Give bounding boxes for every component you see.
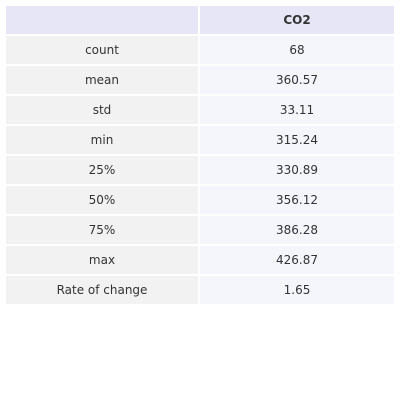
- row-value: 426.87: [200, 246, 394, 276]
- row-label: Rate of change: [6, 276, 200, 306]
- header-row: CO2: [6, 6, 394, 36]
- row-value: 356.12: [200, 186, 394, 216]
- table-row: min 315.24: [6, 126, 394, 156]
- column-header-co2: CO2: [200, 6, 394, 36]
- row-label: std: [6, 96, 200, 126]
- corner-header-cell: [6, 6, 200, 36]
- table-row: Rate of change 1.65: [6, 276, 394, 306]
- row-value: 360.57: [200, 66, 394, 96]
- table-row: mean 360.57: [6, 66, 394, 96]
- row-label: 75%: [6, 216, 200, 246]
- row-value: 330.89: [200, 156, 394, 186]
- table-row: std 33.11: [6, 96, 394, 126]
- row-label: max: [6, 246, 200, 276]
- table-row: count 68: [6, 36, 394, 66]
- row-value: 33.11: [200, 96, 394, 126]
- row-value: 1.65: [200, 276, 394, 306]
- row-value: 68: [200, 36, 394, 66]
- row-label: count: [6, 36, 200, 66]
- row-label: 50%: [6, 186, 200, 216]
- stats-table: CO2 count 68 mean 360.57 std 33.11 min 3…: [6, 6, 394, 306]
- row-label: mean: [6, 66, 200, 96]
- row-label: min: [6, 126, 200, 156]
- row-label: 25%: [6, 156, 200, 186]
- table-row: max 426.87: [6, 246, 394, 276]
- row-value: 315.24: [200, 126, 394, 156]
- table-row: 25% 330.89: [6, 156, 394, 186]
- table-row: 50% 356.12: [6, 186, 394, 216]
- row-value: 386.28: [200, 216, 394, 246]
- table-row: 75% 386.28: [6, 216, 394, 246]
